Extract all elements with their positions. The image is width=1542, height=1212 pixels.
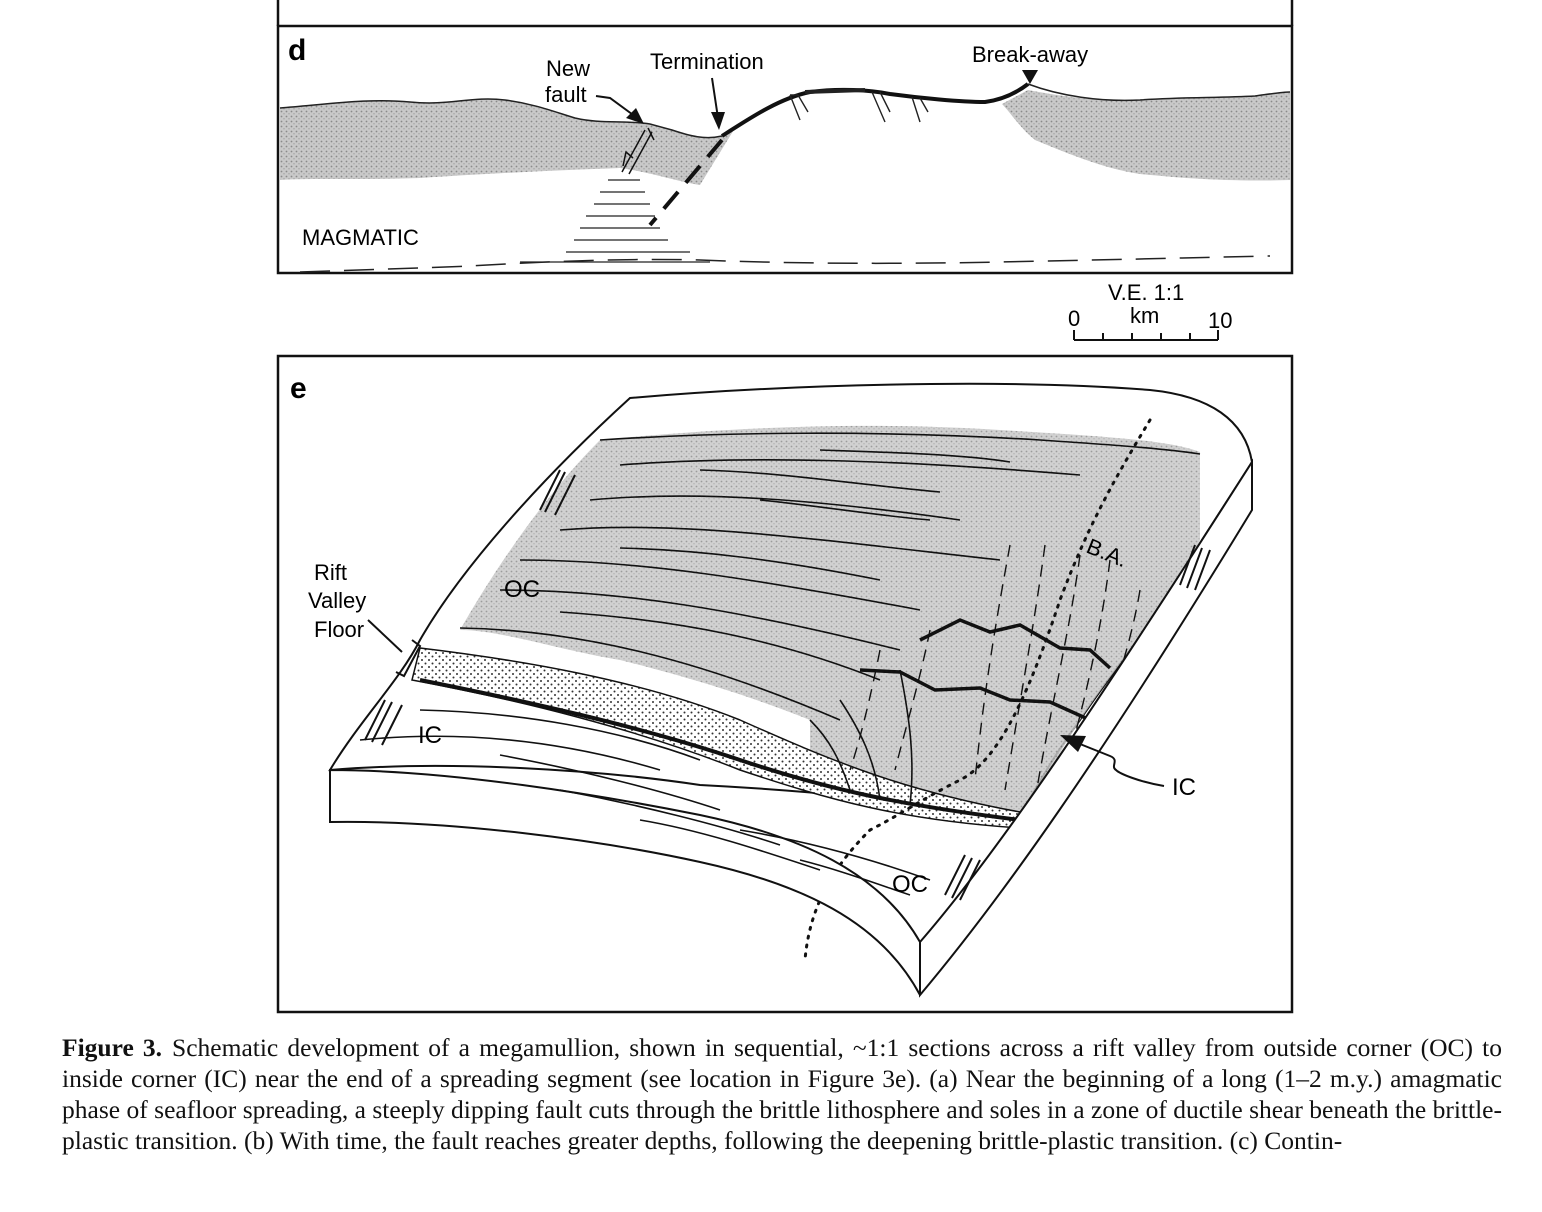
panel-e-letter: e	[290, 372, 307, 405]
figure-caption: Figure 3. Schematic development of a mega…	[62, 1032, 1502, 1156]
panel-e-frame	[276, 354, 1294, 1014]
fault-scarps	[809, 669, 913, 806]
block-side-face	[919, 458, 1253, 998]
label-floor: Floor	[314, 617, 364, 642]
label-ic-left: IC	[418, 722, 442, 749]
transform-offsets	[859, 618, 1112, 722]
panel-d: d	[276, 0, 1294, 341]
dashed-fault-lines	[849, 544, 1141, 801]
scale-ten: 10	[1208, 308, 1232, 333]
caption-label: Figure 3.	[62, 1033, 163, 1062]
label-oc-upper: OC	[504, 576, 540, 603]
caption-text: Schematic development of a megamullion, …	[62, 1033, 1502, 1155]
dome-fault-ticks	[789, 88, 929, 123]
label-new: New	[546, 56, 590, 81]
ductile-shear-zone	[520, 179, 710, 263]
right-crust-shading	[1002, 90, 1290, 181]
scale-ve: V.E. 1:1	[1108, 280, 1184, 305]
figure-3-diagram: d	[276, 0, 1294, 1014]
label-breakaway: Break-away	[972, 42, 1088, 67]
new-fault-arrow	[595, 95, 641, 121]
label-fault: fault	[545, 82, 587, 107]
new-fault-mark	[621, 127, 655, 175]
profile-line	[803, 418, 1152, 962]
buried-fault	[648, 138, 724, 227]
seafloor-right	[1027, 83, 1291, 102]
rift-floor-bracket	[367, 619, 422, 678]
label-ic-right: IC	[1172, 774, 1196, 801]
panel-d-frame	[276, 24, 1294, 275]
band-base-line	[419, 678, 1021, 822]
detachment-surface	[720, 82, 1030, 138]
label-magmatic: MAGMATIC	[302, 225, 419, 250]
label-termination: Termination	[650, 49, 764, 74]
label-oc-lower: OC	[892, 871, 928, 898]
label-rift: Rift	[314, 560, 347, 585]
scale-unit: km	[1130, 303, 1159, 328]
panel-e: e	[276, 354, 1294, 1014]
shear-arrows	[364, 469, 1211, 901]
lower-streaks	[359, 709, 931, 896]
left-crust-shading	[280, 99, 735, 185]
scale-bar: V.E. 1:1 0 km 10	[1068, 280, 1232, 341]
seafloor-left	[279, 98, 723, 139]
brittle-plastic-transition	[299, 255, 1271, 273]
scale-zero: 0	[1068, 306, 1080, 331]
label-valley: Valley	[308, 588, 366, 613]
corrugations	[459, 432, 1201, 721]
panel-d-letter: d	[288, 34, 306, 67]
ic-pointer	[1074, 741, 1165, 787]
